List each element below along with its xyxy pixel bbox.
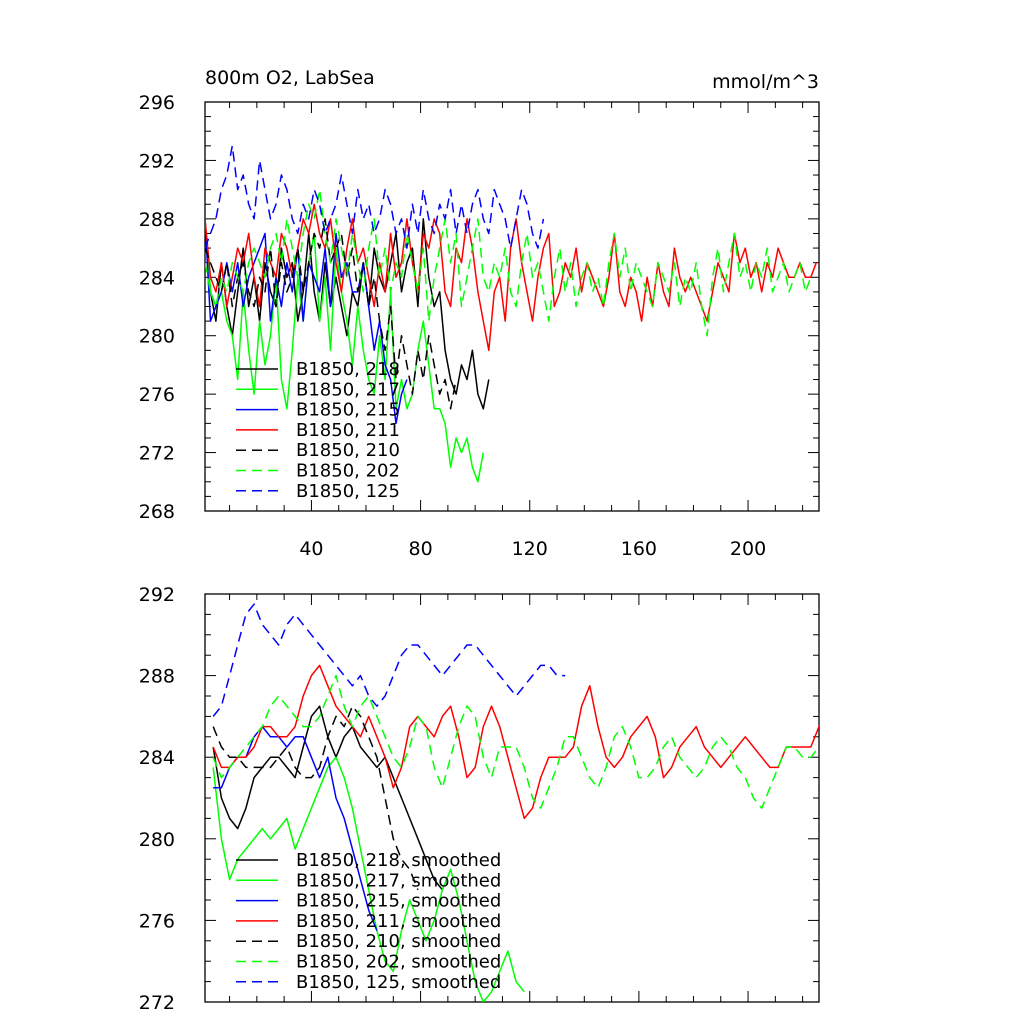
series-line [212, 705, 419, 891]
legend-label: B1850, 210 [296, 440, 400, 461]
y-tick-label: 268 [139, 501, 175, 523]
legend-label: B1850, 218 [296, 359, 400, 380]
legend-label: B1850, 210, smoothed [296, 931, 501, 952]
legend-label: B1850, 125, smoothed [296, 972, 501, 993]
x-tick-label: 40 [299, 538, 323, 560]
x-tick-label: 120 [512, 538, 548, 560]
series-line [205, 218, 457, 410]
series-line [205, 218, 490, 410]
legend-label: B1850, 218, smoothed [296, 850, 501, 871]
y-tick-label: 292 [139, 150, 175, 172]
y-tick-label: 296 [139, 92, 175, 114]
legend-label: B1850, 215 [296, 400, 400, 421]
legend-label: B1850, 217 [296, 379, 400, 400]
y-tick-label: 276 [139, 384, 175, 406]
series-line [205, 218, 485, 483]
series-line [205, 145, 545, 249]
y-tick-label: 272 [139, 443, 175, 465]
y-tick-label: 272 [139, 992, 175, 1014]
y-tick-label: 280 [139, 829, 175, 851]
panel-top: 40 80 120 160 200 268 272 276 280 284 288 292 296 B18… [139, 92, 820, 560]
y-tick-label: 292 [139, 584, 175, 606]
legend-label: B1850, 217, smoothed [296, 870, 501, 891]
series-line [205, 218, 408, 425]
x-tick-label: 80 [408, 538, 432, 560]
y-tick-label: 288 [139, 209, 175, 231]
y-tick-label: 284 [139, 267, 175, 289]
legend-label: B1850, 211, smoothed [296, 911, 501, 932]
series-group [205, 145, 818, 483]
series-group [212, 603, 819, 1002]
legend-label: B1850, 202, smoothed [296, 952, 501, 973]
y-tick-label: 276 [139, 910, 175, 932]
x-tick-label: 160 [621, 538, 657, 560]
series-line [212, 603, 566, 717]
legend-label: B1850, 125 [296, 481, 400, 502]
series-line [212, 664, 819, 820]
y-tick-label: 284 [139, 747, 175, 769]
series-line [205, 188, 812, 337]
legend-label: B1850, 211 [296, 420, 400, 441]
chart-title: 800m O2, LabSea [205, 67, 375, 89]
y-tick-label: 288 [139, 666, 175, 688]
series-line [212, 756, 525, 1002]
x-tick-label: 200 [730, 538, 766, 560]
legend-label: B1850, 202 [296, 461, 400, 482]
series-line [205, 203, 818, 352]
chart-units: mmol/m^3 [712, 71, 819, 93]
legend-label: B1850, 215, smoothed [296, 891, 501, 912]
y-tick-label: 280 [139, 326, 175, 348]
